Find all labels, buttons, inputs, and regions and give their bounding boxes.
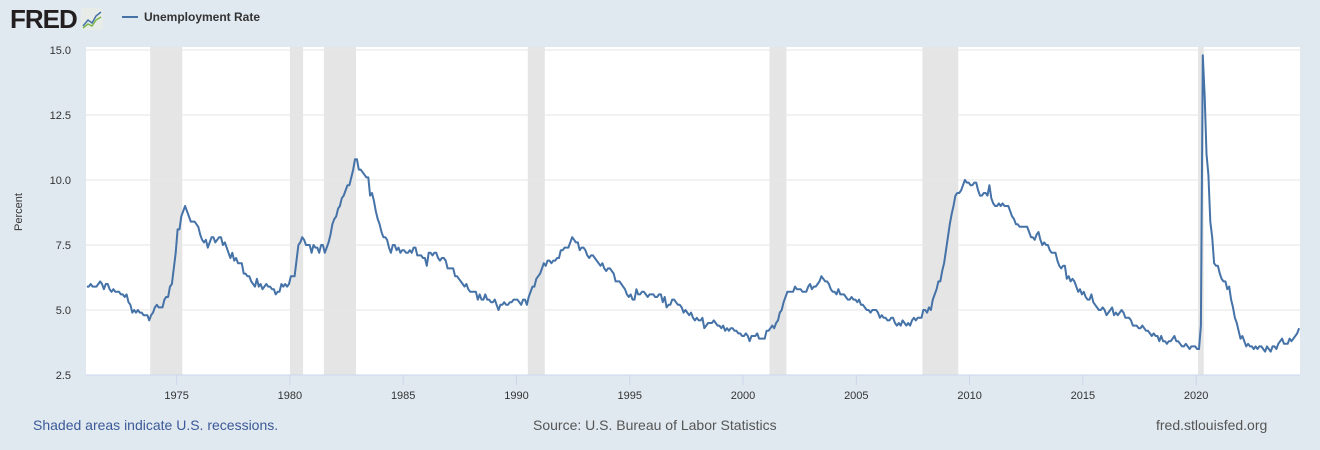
plot-area [86, 47, 1300, 375]
y-axis-label: Percent [13, 193, 25, 231]
chart-logo-icon [80, 8, 103, 30]
x-tick-label: 2015 [1071, 390, 1095, 402]
x-tick-label: 2010 [957, 390, 981, 402]
x-tick-label: 2005 [844, 390, 868, 402]
x-tick-label: 1975 [164, 390, 188, 402]
recession-band [289, 47, 304, 375]
legend-swatch [122, 16, 138, 18]
y-tick-label: 7.5 [56, 240, 71, 252]
site-link[interactable]: fred.stlouisfed.org [1156, 417, 1268, 433]
logo-text: FRED [10, 4, 78, 34]
x-tick-label: 2020 [1184, 390, 1208, 402]
recession-band [527, 47, 545, 375]
y-tick-label: 12.5 [50, 110, 71, 122]
y-tick-label: 2.5 [56, 370, 71, 382]
y-tick-label: 5.0 [56, 305, 71, 317]
x-tick-label: 2000 [731, 390, 755, 402]
recession-band [323, 47, 356, 375]
recession-note-link[interactable]: Shaded areas indicate U.S. recessions. [33, 417, 279, 433]
x-axis-ticks: 1975 1980 1985 1990 1995 2000 2005 2010 2015 2020 [164, 375, 1208, 402]
x-tick-label: 1995 [618, 390, 642, 402]
source-text: Source: U.S. Bureau of Labor Statistics [533, 417, 777, 433]
recession-band [769, 47, 787, 375]
x-tick-label: 1985 [391, 390, 415, 402]
x-tick-label: 1980 [278, 390, 302, 402]
x-tick-label: 1990 [504, 390, 528, 402]
fred-logo[interactable]: FRED [10, 6, 103, 32]
gridlines [86, 49, 1300, 311]
recession-band [150, 47, 183, 375]
y-tick-label: 15.0 [50, 45, 71, 57]
y-axis-ticks: 2.5 5.0 7.5 10.0 12.5 15.0 [50, 45, 71, 382]
legend-label: Unemployment Rate [144, 10, 261, 24]
chart-legend: Unemployment Rate [122, 10, 260, 24]
series-line-unemployment-rate [86, 54, 1301, 353]
y-tick-label: 10.0 [50, 175, 71, 187]
